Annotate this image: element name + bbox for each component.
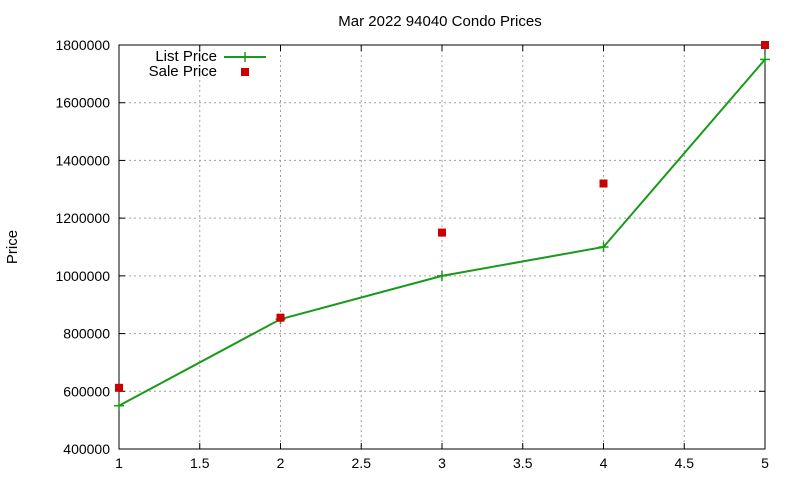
- x-tick-label: 1: [115, 455, 123, 471]
- y-tick-label: 400000: [63, 441, 110, 457]
- x-tick-label: 5: [761, 455, 769, 471]
- data-point-sale-price: [599, 179, 608, 188]
- legend-marker-list-price: [240, 52, 250, 62]
- x-tick-label: 4.5: [675, 455, 695, 471]
- legend-label-list-price: List Price: [155, 48, 217, 65]
- series-sale-price: [115, 41, 769, 392]
- x-tick-label: 1.5: [190, 455, 210, 471]
- y-tick-label: 1600000: [55, 95, 110, 111]
- legend-marker-sale-price: [241, 68, 249, 76]
- legend: List Price Sale Price: [149, 48, 266, 80]
- y-tick-label: 600000: [63, 383, 110, 399]
- chart-title: Mar 2022 94040 Condo Prices: [338, 13, 541, 30]
- series-list-price: [114, 54, 770, 411]
- x-tick-label: 3.5: [513, 455, 533, 471]
- data-point-sale-price: [438, 228, 446, 237]
- x-tick-label: 2.5: [352, 455, 372, 471]
- y-tick-label: 1400000: [55, 152, 110, 168]
- data-point-list-price: [760, 54, 770, 65]
- series-layer: [114, 41, 770, 411]
- data-point-list-price: [598, 242, 609, 252]
- grid: [119, 45, 765, 449]
- y-tick-label: 800000: [63, 326, 110, 342]
- data-point-list-price: [437, 270, 447, 281]
- data-point-sale-price: [115, 383, 123, 392]
- x-tick-label: 2: [277, 455, 285, 471]
- y-tick-label: 1000000: [55, 268, 110, 284]
- data-point-sale-price: [276, 313, 285, 322]
- data-point-sale-price: [761, 41, 769, 49]
- y-tick-label: 1200000: [55, 210, 110, 226]
- x-tick-label: 4: [600, 455, 608, 471]
- y-axis-label: Price: [4, 230, 21, 264]
- axis-ticks: 1 1.5 2 2.5 3 3.5 4 4.5 5 400000 600000 800000 10000…: [55, 37, 769, 471]
- x-tick-label: 3: [438, 455, 446, 471]
- data-point-list-price: [114, 400, 124, 411]
- legend-label-sale-price: Sale Price: [149, 63, 217, 80]
- y-tick-label: 1800000: [55, 37, 110, 53]
